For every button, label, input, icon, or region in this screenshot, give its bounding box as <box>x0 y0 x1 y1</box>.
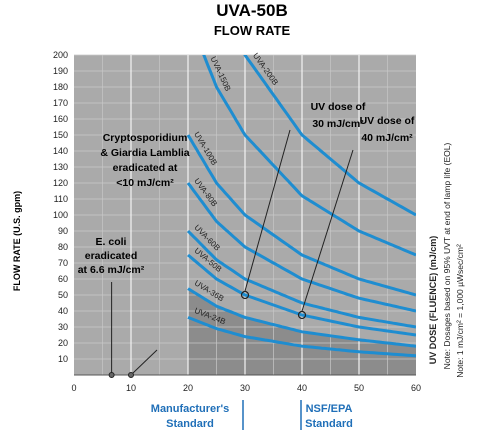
chart-subtitle: FLOW RATE <box>214 23 291 38</box>
y-tick-label: 90 <box>58 226 68 236</box>
series-line-uva-200b <box>243 55 416 217</box>
y-tick-label: 70 <box>58 258 68 268</box>
right-axis-label: UV DOSE (FLUENCE) (mJ/cm) <box>428 236 438 365</box>
right-note-1: Note: Dosages based on 95% UVT at end of… <box>442 143 452 370</box>
marker-ecoli <box>108 372 115 378</box>
uv30-annotation-line-2: 30 mJ/cm² <box>312 118 364 130</box>
uv30-annotation-line-1: UV dose of <box>311 101 366 113</box>
chart-title: UVA-50B <box>216 1 287 20</box>
crypto-annotation-line-1: Cryptosporidium <box>103 132 188 144</box>
y-axis-label: FLOW RATE (U.S. gpm) <box>12 191 22 291</box>
y-tick-label: 200 <box>53 50 68 60</box>
y-tick-label: 190 <box>53 66 68 76</box>
right-axis-labels: UV DOSE (FLUENCE) (mJ/cm) Note: Dosages … <box>428 143 465 378</box>
manufacturer-standard-line-2: Standard <box>166 418 214 430</box>
y-tick-label: 40 <box>58 306 68 316</box>
y-tick-label: 110 <box>54 194 68 204</box>
y-tick-label: 80 <box>58 242 68 252</box>
markers <box>108 290 307 378</box>
series-line-uva-36b <box>187 287 416 348</box>
leader-lines <box>111 129 354 374</box>
annotations: Cryptosporidium & Giardia Lamblia eradicat… <box>78 101 415 276</box>
series-line-uva-150b <box>202 55 416 257</box>
marker-crypto <box>128 372 134 378</box>
x-tick-label: 30 <box>240 383 250 393</box>
nsf-standard-line-1: NSF/EPA <box>306 403 353 415</box>
leader-crypto <box>132 349 158 374</box>
nsf-standard-line-2: Standard <box>305 418 353 430</box>
x-tick-label: 10 <box>126 383 136 393</box>
crypto-annotation-line-3: eradicated at <box>113 162 178 174</box>
y-tick-label: 130 <box>53 162 68 172</box>
series-line-uva-80b <box>186 182 416 313</box>
series-line-uva-50b <box>187 253 416 337</box>
ecoli-annotation-line-1: E. coli <box>96 236 127 248</box>
x-tick-labels: 0 10 20 30 40 50 60 <box>71 383 421 393</box>
y-tick-label: 10 <box>58 354 68 364</box>
leader-uv40 <box>301 149 354 312</box>
y-tick-label: 160 <box>53 114 68 124</box>
y-tick-label: 150 <box>53 130 68 140</box>
x-tick-label: 50 <box>354 383 364 393</box>
ecoli-annotation-line-3: at 6.6 mJ/cm² <box>78 264 145 276</box>
manufacturer-standard-line-1: Manufacturer's <box>151 403 229 415</box>
series-line-uva-60b <box>186 229 416 329</box>
series-line-uva-100b <box>186 134 416 297</box>
y-tick-label: 30 <box>58 322 68 332</box>
y-tick-label: 50 <box>58 290 68 300</box>
x-tick-label: 40 <box>297 383 307 393</box>
y-tick-label: 60 <box>58 274 68 284</box>
y-tick-label: 180 <box>53 82 68 92</box>
x-tick-label: 0 <box>71 383 76 393</box>
y-tick-label: 120 <box>53 178 68 188</box>
y-tick-label: 20 <box>58 338 68 348</box>
uv40-annotation-line-1: UV dose of <box>360 115 415 127</box>
x-tick-label: 20 <box>183 383 193 393</box>
crypto-annotation-line-4: <10 mJ/cm² <box>116 177 174 189</box>
right-note-2: Note: 1 mJ/cm² = 1,000 µWsec/cm² <box>455 244 465 378</box>
crypto-annotation-line-2: & Giardia Lamblia <box>100 147 189 159</box>
leader-uv30 <box>244 129 291 292</box>
y-tick-label: 170 <box>53 98 68 108</box>
y-tick-labels: 10 20 30 40 50 60 70 80 90 100 110 120 130 140 150 160 1… <box>53 50 68 364</box>
y-tick-label: 100 <box>53 210 68 220</box>
y-tick-label: 140 <box>53 146 68 156</box>
ecoli-annotation-line-2: eradicated <box>85 250 138 262</box>
marker-uv40 <box>297 310 307 320</box>
x-tick-label: 60 <box>411 383 421 393</box>
marker-uv30 <box>240 290 250 300</box>
series-line-uva-24b <box>187 315 416 358</box>
uv40-annotation-line-2: 40 mJ/cm² <box>361 132 413 144</box>
curves <box>186 55 416 358</box>
standards: Manufacturer's Standard NSF/EPA Standard <box>151 400 353 430</box>
